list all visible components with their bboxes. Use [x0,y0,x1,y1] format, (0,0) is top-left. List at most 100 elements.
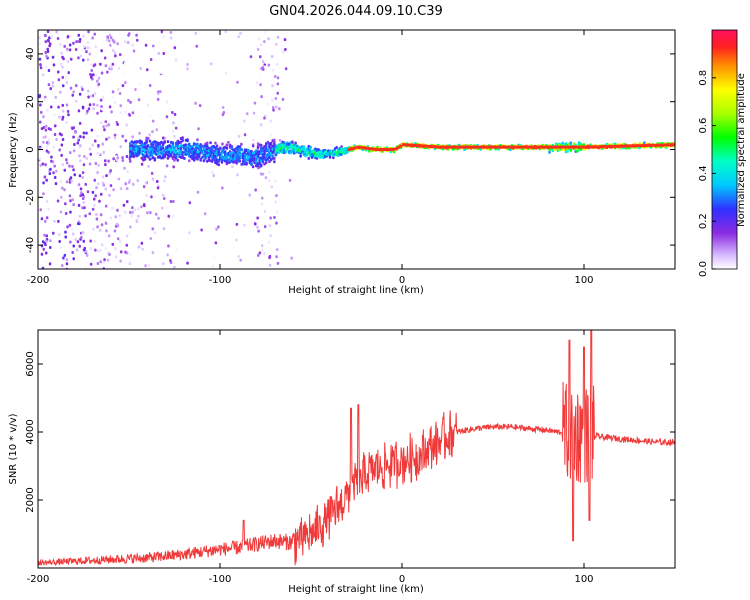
spectrogram-cell [110,42,114,46]
ridge-cell [423,144,427,148]
spectrogram-cell [96,171,99,175]
spectrogram-cell [276,91,279,95]
spectrogram-cell [273,160,276,164]
spectrogram-cell [99,260,102,264]
x-tick-label: 100 [574,574,593,585]
spectrogram-cell [41,162,45,166]
spectrogram-cell [64,76,68,80]
spectrogram-cell [96,225,99,229]
spectrogram-cell [239,258,242,262]
spectrogram-cell [267,63,271,67]
spectrogram-cell [125,243,128,247]
spectrogram-cell [266,102,270,106]
spectrogram-cell [82,58,85,62]
spectrogram-cell [38,57,42,61]
ridge-cell [535,145,539,149]
spectrogram-cell [45,234,48,238]
spectrogram-cell [78,92,82,96]
spectrogram-cell [138,131,141,135]
spectrogram-cell [54,113,57,117]
spectrogram-cell [49,42,52,46]
spectrogram-cell [39,163,43,167]
spectrogram-cell [47,141,50,145]
spectrogram-cell [61,75,64,79]
spectrogram-cell [260,244,264,248]
spectrogram-cell [50,105,53,109]
spectrogram-cell [88,162,92,166]
spectrogram-cell [294,141,297,145]
spectrogram-cell [261,196,264,200]
spectrogram-cell [215,227,218,231]
spectrogram-cell [39,66,43,70]
spectrogram-cell [128,56,132,60]
spectrogram-cell [91,207,95,211]
spectrogram-cell [93,203,96,207]
spectrogram-cell [173,265,176,269]
spectrogram-cell [63,253,67,257]
spectrogram-cell [77,183,81,187]
spectrogram-cell [119,111,123,115]
spectrogram-cell [64,212,68,215]
spectrogram-cell [114,54,117,58]
ridge-cell [402,143,405,147]
spectrogram-cell [124,62,127,65]
spectrogram-cell [97,144,100,147]
spectrogram-cell [47,207,50,211]
spectrogram-cell [220,154,224,158]
spectrogram-cell [104,204,108,208]
spectrogram-cell [41,240,45,244]
spectrogram-cell [257,253,260,257]
spectrogram-cell [78,214,81,218]
spectrogram-cell [212,174,215,178]
spectrogram-cell [156,150,160,154]
spectrogram-cell [46,47,49,51]
spectrogram-cell [124,81,127,85]
spectrogram-cell [275,63,279,66]
spectrogram-cell [113,136,117,140]
spectrogram-cell [143,157,147,161]
spectrogram-cell [195,44,198,48]
spectrogram-cell [74,48,78,51]
ridge-cell [462,145,466,149]
ridge-cell [628,144,632,148]
spectrogram-cell [271,68,275,72]
spectrogram-cell [58,233,61,237]
spectrogram-cell [82,34,85,38]
spectrogram-cell [106,70,109,74]
spectrogram-cell [171,129,175,133]
spectrogram-cell [160,30,164,34]
ridge-cell [579,145,583,149]
spectrogram-cell [169,36,173,40]
ridge-cell [634,144,637,148]
spectrogram-cell [171,214,175,218]
spectrogram-cell [107,136,111,140]
spectrogram-cell [65,158,68,162]
spectrogram-cell [118,239,122,243]
spectrogram-cell [197,127,200,131]
spectrogram-cell [125,187,129,191]
spectrogram-cell [144,43,148,47]
spectrogram-cell [90,74,93,78]
spectrogram-cell [186,67,189,71]
snr-series-line [38,330,675,566]
spectrogram-cell [72,168,75,172]
spectrogram-cell [115,222,119,226]
spectrogram-cell [157,216,160,220]
spectrogram-cell [230,146,234,150]
spectrogram-cell [284,48,287,51]
spectrogram-cell [76,256,80,260]
spectrogram-cell [197,154,201,158]
spectrogram-cell [38,42,41,45]
x-tick-label: 100 [574,275,593,286]
spectrogram-cell [78,244,81,248]
spectrogram-cell [302,146,306,150]
spectrogram-cell [92,64,96,68]
ridge-cell [576,145,580,149]
spectrogram-cell [140,205,143,209]
spectrogram-cell [59,62,63,66]
spectrogram-cell [89,175,92,179]
spectrogram-cell [123,261,126,265]
spectrogram-cell [63,188,66,192]
ridge-cell [451,145,455,149]
spectrogram-cell [243,119,246,123]
